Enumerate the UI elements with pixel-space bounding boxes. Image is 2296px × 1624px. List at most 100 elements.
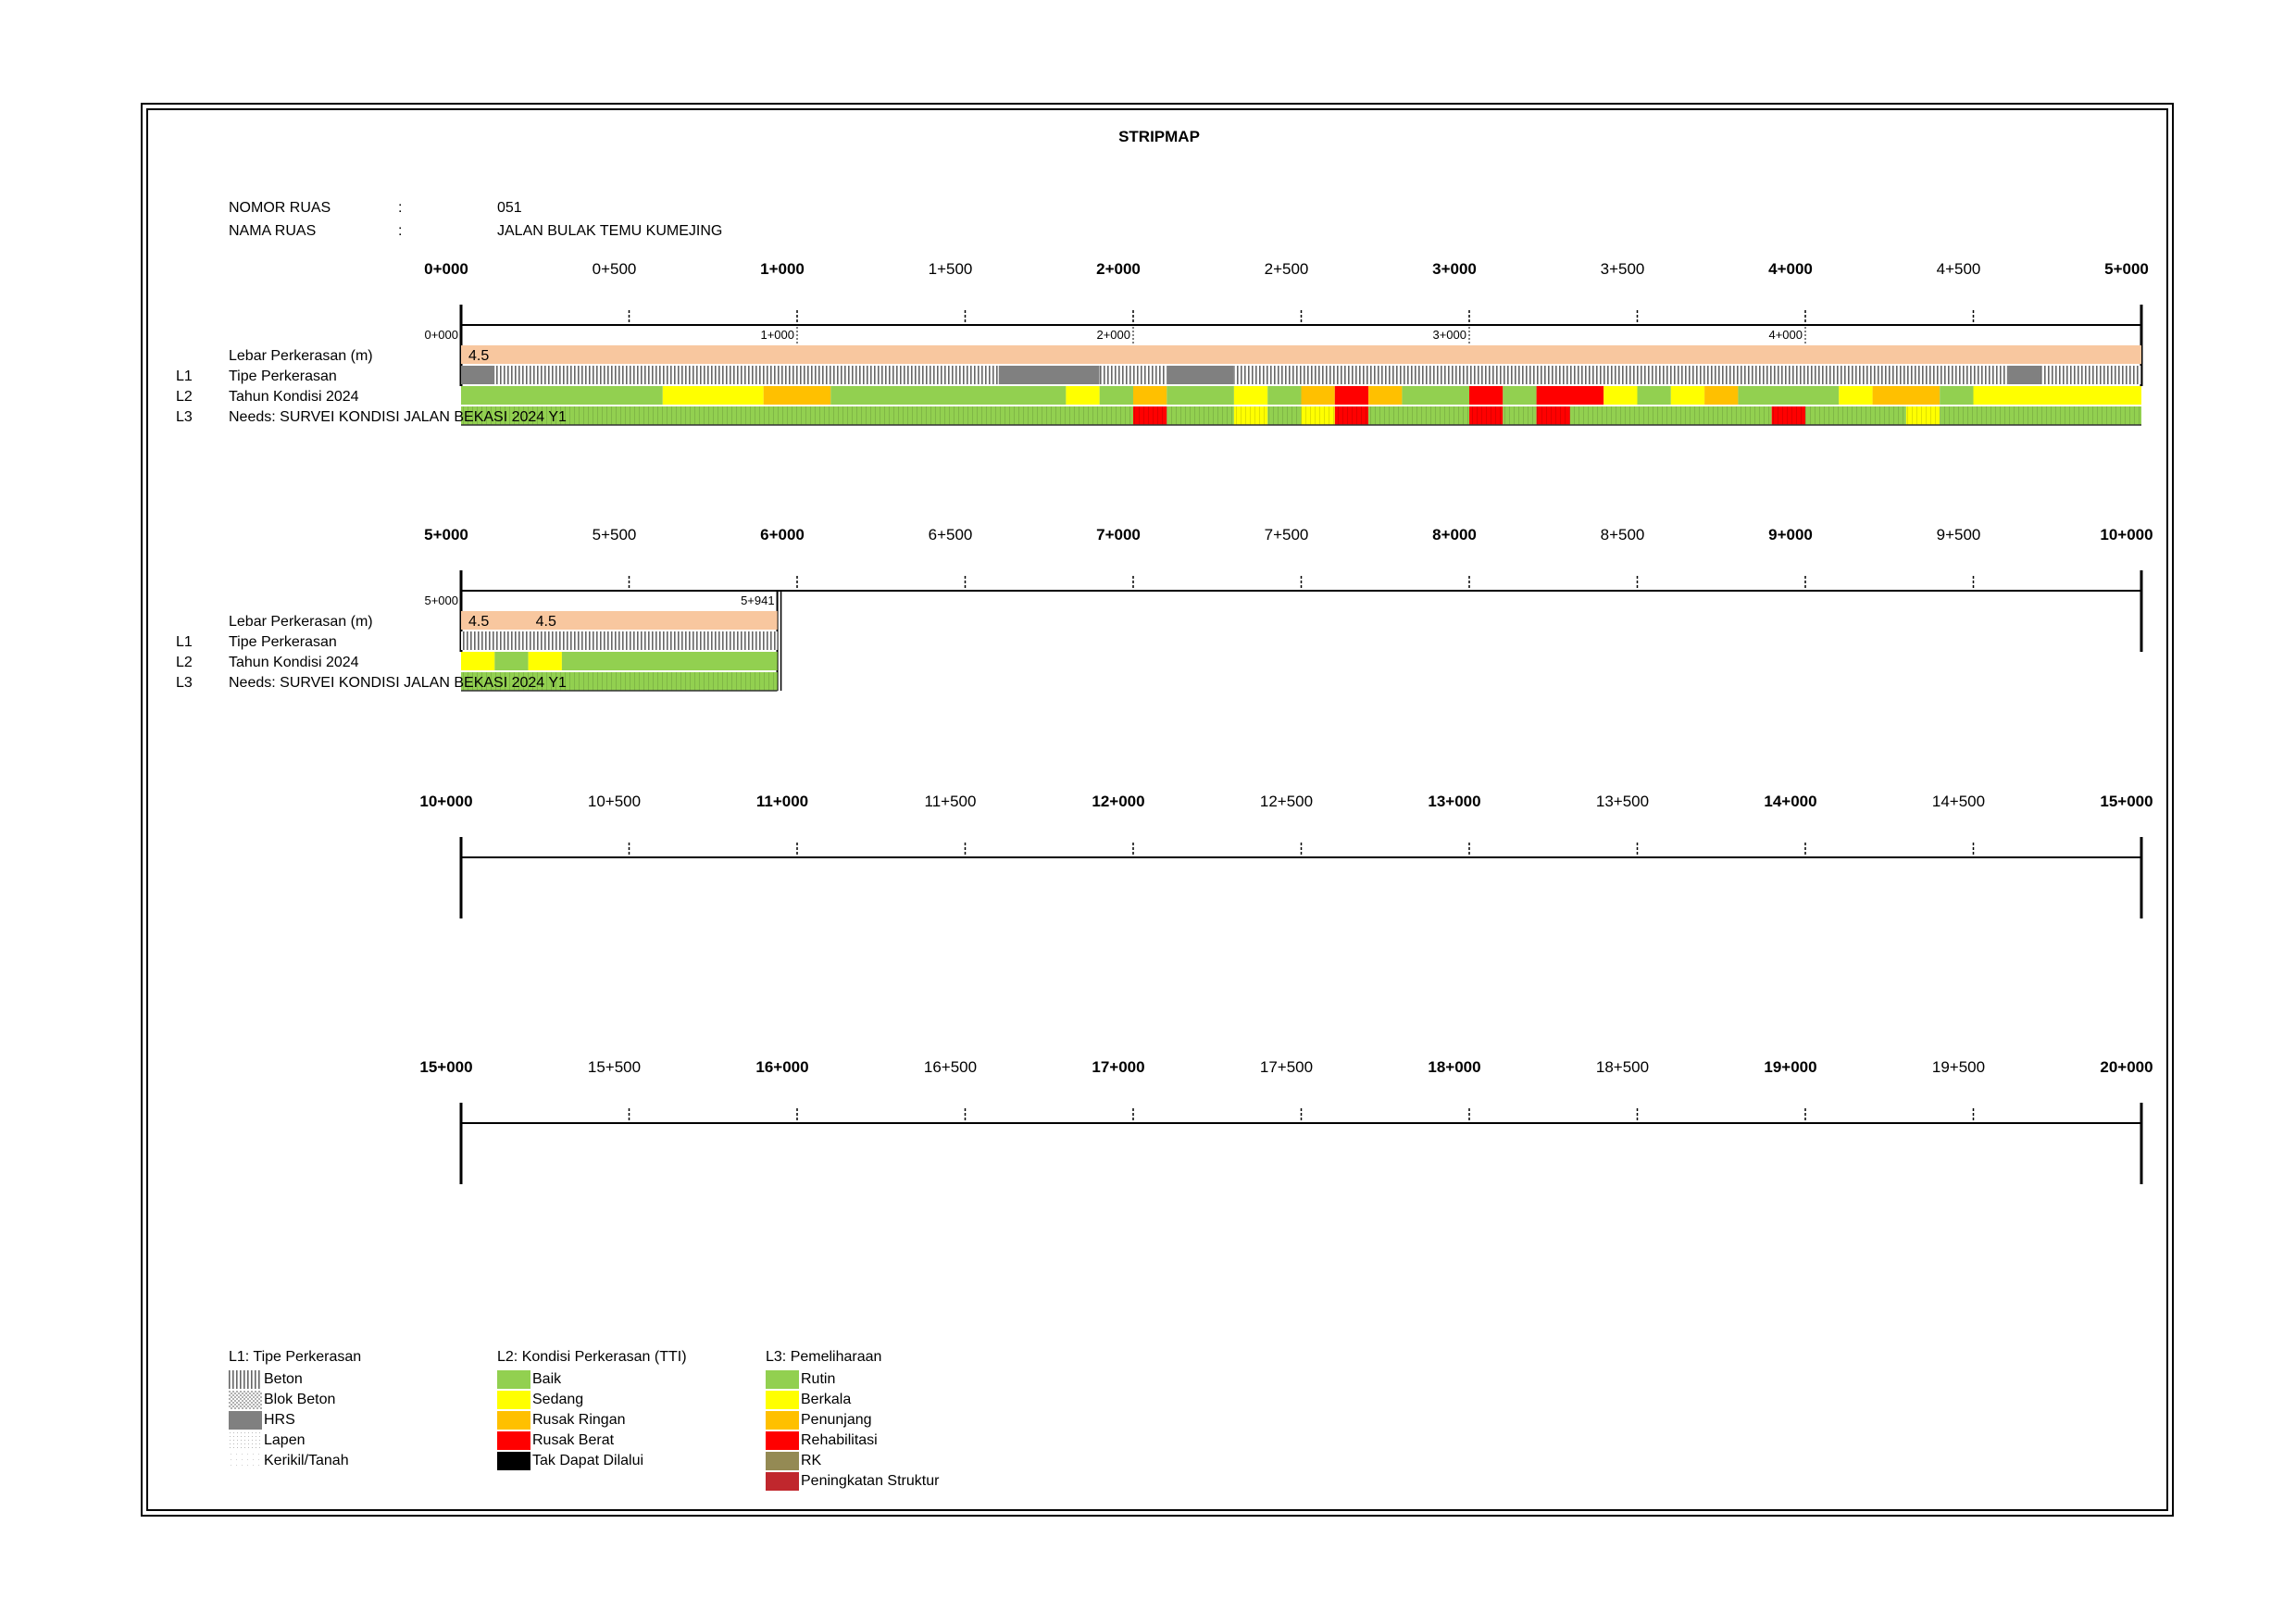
condition-segment-baik xyxy=(1402,386,1469,405)
condition-segment-sedang xyxy=(1603,386,1638,405)
nama-ruas-label: NAMA RUAS xyxy=(229,223,317,239)
condition-segment-sedang xyxy=(528,652,562,670)
axis-tick-label: 7+500 xyxy=(1265,526,1309,543)
legend-l3-berkala-label: Berkala xyxy=(801,1392,852,1407)
needs-segment-texture xyxy=(1267,406,1302,425)
axis-tick-label: 16+000 xyxy=(755,1058,808,1076)
pavement-segment-hrs xyxy=(461,366,495,384)
needs-segment-texture xyxy=(1905,406,1940,425)
row-label-1: Lebar Perkerasan (m) xyxy=(229,614,373,630)
axis-tick-label: 15+500 xyxy=(588,1058,641,1076)
axis-tick-label: 13+000 xyxy=(1428,793,1480,810)
condition-segment-rusak-ringan xyxy=(1368,386,1403,405)
axis-tick-label: 19+500 xyxy=(1932,1058,1985,1076)
needs-segment-texture xyxy=(1805,406,1906,425)
legend-l3-peningkatan-struktur-label: Peningkatan Struktur xyxy=(801,1473,940,1489)
condition-segment-baik xyxy=(1167,386,1234,405)
axis-tick-label: 3+500 xyxy=(1601,260,1645,278)
condition-segment-baik xyxy=(1267,386,1302,405)
blok-beton-pattern-icon xyxy=(229,1391,262,1409)
nomor-ruas-value: 051 xyxy=(497,200,522,216)
inner-tick-label: 0+000 xyxy=(424,328,458,342)
inner-tick-label: 3+000 xyxy=(1432,328,1466,342)
axis-tick-label: 14+500 xyxy=(1932,793,1985,810)
axis-tick-label: 15+000 xyxy=(2100,793,2152,810)
axis-tick-label: 1+000 xyxy=(760,260,805,278)
row-label-2: Tipe Perkerasan xyxy=(229,634,337,650)
pavement-segment-hrs xyxy=(2006,366,2041,384)
row-code-l1: L1 xyxy=(176,634,193,650)
condition-segment-baik xyxy=(1738,386,1840,405)
width-value-label: 4.5 xyxy=(468,348,489,364)
pavement-segment-beton xyxy=(494,366,999,384)
condition-segment-baik xyxy=(461,386,663,405)
condition-segment-rusak-berat xyxy=(1469,386,1504,405)
axis-tick-label: 13+500 xyxy=(1596,793,1649,810)
condition-segment-sedang xyxy=(461,652,495,670)
needs-segment-texture xyxy=(1771,406,1805,425)
stripmap-panel-2: 5+000 5+500 6+000 6+500 7+000 7+500 8+000 8+500… xyxy=(424,526,2153,692)
needs-segment-texture xyxy=(1301,406,1335,425)
condition-segment-baik xyxy=(1940,386,1974,405)
needs-segment-texture xyxy=(1368,406,1469,425)
axis-tick-label: 10+500 xyxy=(588,793,641,810)
legend-l1-beton-label: Beton xyxy=(264,1371,303,1387)
width-value-label: 4.5 xyxy=(536,614,556,630)
axis-tick-label: 12+500 xyxy=(1260,793,1313,810)
stripmap-panel-3: 10+000 10+500 11+000 11+500 12+000 12+500 13+0… xyxy=(419,793,2153,918)
hrs-pattern-icon xyxy=(229,1411,262,1430)
pavement-segment-beton xyxy=(461,631,778,650)
axis-tick-label: 3+000 xyxy=(1432,260,1477,278)
nama-ruas-value: JALAN BULAK TEMU KUMEJING xyxy=(497,223,723,239)
axis-tick-label: 18+000 xyxy=(1428,1058,1480,1076)
needs-segment-texture xyxy=(1569,406,1772,425)
lapen-pattern-icon xyxy=(229,1431,262,1450)
axis-tick-label: 16+500 xyxy=(924,1058,977,1076)
rk-swatch-icon xyxy=(766,1452,799,1470)
needs-segment-texture xyxy=(1334,406,1369,425)
nama-ruas-separator: : xyxy=(398,223,403,239)
rehabilitasi-swatch-icon xyxy=(766,1431,799,1450)
condition-segment-sedang xyxy=(1973,386,2141,405)
condition-segment-sedang xyxy=(1670,386,1705,405)
axis-tick-label: 18+500 xyxy=(1596,1058,1649,1076)
legend-l2-title: L2: Kondisi Perkerasan (TTI) xyxy=(497,1349,687,1365)
row-code-l3: L3 xyxy=(176,675,193,691)
needs-segment-texture xyxy=(1469,406,1504,425)
pavement-segment-beton xyxy=(1233,366,2007,384)
legend-l2-baik-label: Baik xyxy=(532,1371,562,1387)
axis-tick-label: 17+000 xyxy=(1092,1058,1144,1076)
axis-tick-label: 20+000 xyxy=(2100,1058,2152,1076)
condition-segment-baik xyxy=(561,652,778,670)
axis-tick-label: 17+500 xyxy=(1260,1058,1313,1076)
legend-l3-penunjang-label: Penunjang xyxy=(801,1412,872,1428)
page-title: STRIPMAP xyxy=(1118,128,1200,145)
condition-segment-rusak-ringan xyxy=(1704,386,1739,405)
kerikil-pattern-icon xyxy=(229,1452,262,1470)
axis-tick-label: 9+500 xyxy=(1937,526,1981,543)
condition-segment-rusak-ringan xyxy=(1133,386,1167,405)
stripmap-panel-4: 15+000 15+500 16+000 16+500 17+000 17+500 18+0… xyxy=(419,1058,2153,1184)
legend-l2-sedang-label: Sedang xyxy=(532,1392,584,1407)
axis-tick-label: 4+000 xyxy=(1768,260,1813,278)
pavement-segment-beton xyxy=(1099,366,1167,384)
axis-tick-label: 6+500 xyxy=(929,526,973,543)
penunjang-swatch-icon xyxy=(766,1411,799,1430)
condition-segment-rusak-ringan xyxy=(1872,386,1940,405)
legend-l2-rusak-ringan-label: Rusak Ringan xyxy=(532,1412,626,1428)
rusak-ringan-swatch-icon xyxy=(497,1411,530,1430)
axis-tick-label: 5+500 xyxy=(593,526,637,543)
width-value-label: 4.5 xyxy=(468,614,489,630)
axis-tick-label: 10+000 xyxy=(419,793,472,810)
axis-tick-label: 11+500 xyxy=(925,793,977,810)
row-labels: Lebar Perkerasan (m) Tipe Perkerasan L1 Tah… xyxy=(176,348,567,691)
axis-tick-label: 7+000 xyxy=(1096,526,1141,543)
axis-tick-label: 12+000 xyxy=(1092,793,1144,810)
row-code-l1: L1 xyxy=(176,369,193,384)
row-label-1: Lebar Perkerasan (m) xyxy=(229,348,373,364)
axis-tick-label: 4+500 xyxy=(1937,260,1981,278)
row-code-l2: L2 xyxy=(176,655,193,670)
peningkatan-struktur-swatch-icon xyxy=(766,1472,799,1491)
row-code-l2: L2 xyxy=(176,389,193,405)
